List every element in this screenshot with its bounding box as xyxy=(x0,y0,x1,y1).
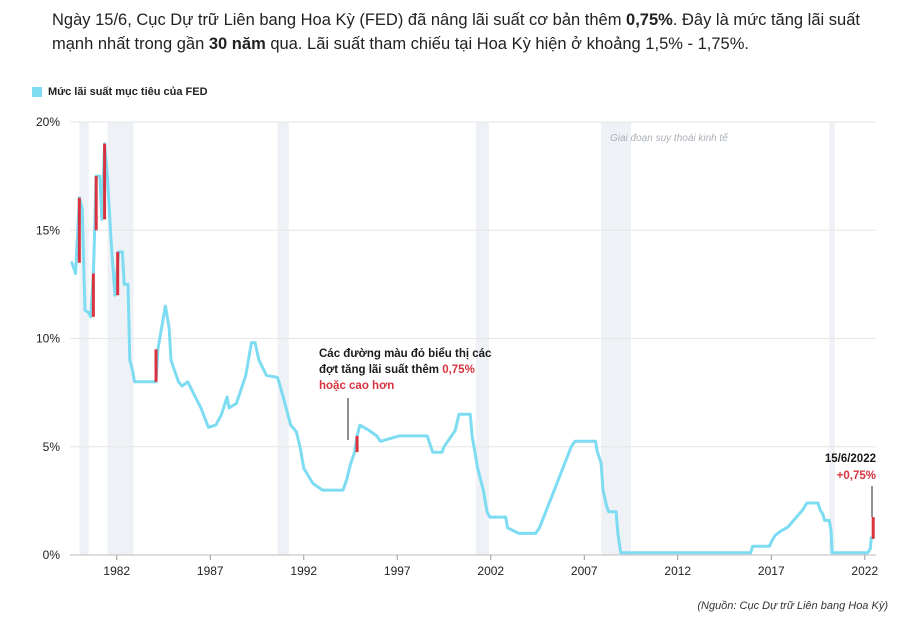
series-layer xyxy=(70,142,875,555)
x-axis-ticks: 1982 1987 1992 1997 2002 2007 2012 2017 2022 xyxy=(103,555,878,578)
x-tick-label: 1992 xyxy=(290,564,317,578)
headline: Ngày 15/6, Cục Dự trữ Liên bang Hoa Kỳ (… xyxy=(52,8,892,56)
headline-text-1: Ngày 15/6, Cục Dự trữ Liên bang Hoa Kỳ (… xyxy=(52,11,627,29)
source-note: (Nguồn: Cục Dự trữ Liên bang Hoa Kỳ) xyxy=(697,600,888,612)
hike-note-line-1: Các đường màu đỏ biểu thị các xyxy=(319,348,492,360)
headline-highlight-rate: 0,75% xyxy=(626,11,673,29)
headline-text-3: qua. Lãi suất tham chiếu tại Hoa Kỳ hiện… xyxy=(265,35,749,53)
grid-lines xyxy=(70,121,876,556)
x-tick-label: 2012 xyxy=(664,564,691,578)
hike-note-line-3: hoặc cao hơn xyxy=(319,380,394,392)
hike-note-rate: 0,75% xyxy=(442,364,475,376)
x-tick-label: 1997 xyxy=(384,564,411,578)
x-tick-label: 1987 xyxy=(197,564,224,578)
fed-rate-line xyxy=(70,142,875,555)
x-tick-label: 1982 xyxy=(103,564,130,578)
x-tick-label: 2017 xyxy=(758,564,785,578)
headline-text-2: . Đây là mức tăng lãi suất mạnh nhất tro… xyxy=(52,11,860,53)
y-tick-label: 15% xyxy=(36,223,60,237)
latest-hike-callout: 15/6/2022 +0,75% xyxy=(825,453,876,517)
chart-legend: Mức lãi suất mục tiêu của FED xyxy=(32,86,208,98)
y-axis-ticks: 0% 5% 10% 15% 20% xyxy=(36,115,60,562)
hike-note-line-2: đợt tăng lãi suất thêm xyxy=(319,364,442,376)
legend-swatch xyxy=(32,87,42,97)
y-tick-label: 20% xyxy=(36,115,60,129)
svg-text:đợt tăng lãi suất thêm 0,75%: đợt tăng lãi suất thêm 0,75% xyxy=(319,364,475,376)
hike-note: Các đường màu đỏ biểu thị các đợt tăng l… xyxy=(319,348,492,440)
headline-highlight-years: 30 năm xyxy=(208,35,266,53)
x-tick-label: 2022 xyxy=(851,564,878,578)
x-tick-label: 2007 xyxy=(571,564,598,578)
legend-label: Mức lãi suất mục tiêu của FED xyxy=(48,86,208,98)
y-tick-label: 10% xyxy=(36,332,60,346)
latest-change-label: +0,75% xyxy=(837,470,876,482)
y-tick-label: 5% xyxy=(43,440,61,454)
y-tick-label: 0% xyxy=(43,548,61,562)
x-tick-label: 2002 xyxy=(477,564,504,578)
recession-label: Giai đoạn suy thoái kinh tế xyxy=(610,132,729,144)
hike-marks xyxy=(77,143,875,539)
latest-date-label: 15/6/2022 xyxy=(825,453,876,465)
